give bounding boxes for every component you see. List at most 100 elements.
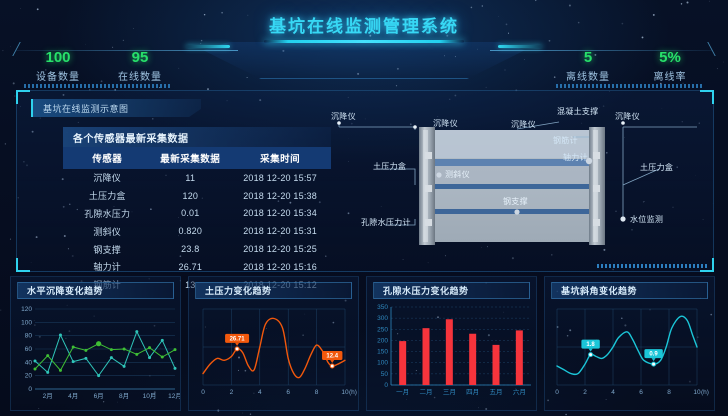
cell-value: 120 (151, 187, 229, 205)
cell-sensor: 测斜仪 (63, 222, 151, 240)
svg-text:三月: 三月 (443, 388, 456, 396)
sensor-dot-inclinometer (436, 172, 441, 177)
svg-text:12.4: 12.4 (326, 354, 338, 360)
table-row[interactable]: 土压力盒 120 2018 12-20 15:38 (63, 187, 331, 205)
cell-time: 2018 12-20 15:16 (229, 258, 331, 276)
label-chenjiangyi-right: 沉降仪 (615, 111, 640, 122)
svg-text:80: 80 (25, 333, 33, 340)
cell-sensor: 孔隙水压力 (63, 205, 151, 223)
sensor-box-left-3 (425, 219, 432, 226)
svg-text:8月: 8月 (119, 392, 129, 400)
panel-corner-top-left (16, 90, 30, 104)
label-kongxishuiyaliji: 孔隙水压力计 (361, 217, 411, 228)
cell-sensor: 钢支撑 (63, 240, 151, 258)
svg-text:2: 2 (230, 389, 234, 396)
header-dot-row-right (556, 84, 704, 88)
svg-text:0: 0 (28, 386, 32, 393)
svg-text:2月: 2月 (43, 392, 53, 400)
table-row[interactable]: 孔隙水压力 0.01 2018 12-20 15:34 (63, 205, 331, 223)
excavation-schematic: 沉降仪 沉降仪 沉降仪 沉降仪 混凝土支撑 钢筋计 轴力计 土压力盒 土压力盒 … (327, 97, 709, 267)
sensor-table-wrap: 各个传感器最新采集数据 传感器 最新采集数据 采集时间 沉降仪 11 2018 12… (63, 127, 331, 293)
cell-time: 2018 12-20 15:34 (229, 205, 331, 223)
svg-text:6月: 6月 (94, 392, 104, 400)
svg-text:六月: 六月 (513, 387, 526, 396)
chart-plot-pore-water-pressure[interactable]: 0 50 100 150 200 250 300 350 一月 二月 三月 四月 五月 六月 (367, 301, 536, 409)
column-header-time: 采集时间 (229, 147, 331, 169)
svg-text:150: 150 (377, 349, 388, 356)
table-row[interactable]: 钢支撑 23.8 2018 12-20 15:25 (63, 240, 331, 258)
cell-time: 2018 12-20 15:31 (229, 222, 331, 240)
chart-plot-horizontal-settlement[interactable]: 0 20 40 60 80 100 120 2月 4月 6月 8月 10月 12月 (11, 301, 180, 409)
chart-title-horizontal-settlement: 水平沉降变化趋势 (17, 282, 174, 299)
label-tuyalihe-left: 土压力盒 (373, 161, 406, 172)
chart-plot-excavation-angle[interactable]: 0 2 4 6 8 10 (h) 1.8 0.9 (545, 301, 714, 409)
label-hunningtu-zhicheng: 混凝土支撑 (557, 106, 599, 117)
column-header-sensor: 传感器 (63, 147, 151, 169)
chart-title-earth-pressure: 土压力变化趋势 (195, 282, 352, 299)
kpi-online-count: 95 在线数量 (104, 49, 176, 83)
svg-text:(h): (h) (349, 389, 357, 396)
kpi-offline-count-label: 离线数量 (552, 68, 624, 83)
kpi-online-count-label: 在线数量 (104, 68, 176, 83)
cell-time: 2018 12-20 15:38 (229, 187, 331, 205)
table-row[interactable]: 轴力计 26.71 2018 12-20 15:16 (63, 258, 331, 276)
kpi-online-count-value: 95 (104, 49, 176, 66)
cell-sensor: 轴力计 (63, 258, 151, 276)
sensor-table: 传感器 最新采集数据 采集时间 沉降仪 11 2018 12-20 15:57 土压力… (63, 147, 331, 293)
chart-card-excavation-angle: 基坑斜角变化趋势 0 2 4 6 8 10 (h) 1.8 0.9 (544, 276, 715, 411)
sensor-box-right-2 (593, 185, 600, 192)
cell-time: 2018 12-20 15:25 (229, 240, 331, 258)
svg-text:350: 350 (377, 304, 388, 311)
kpi-offline-rate-label: 离线率 (634, 68, 706, 83)
header-dot-row-left (24, 84, 172, 88)
svg-text:250: 250 (377, 326, 388, 333)
svg-text:10月: 10月 (143, 392, 157, 400)
kpi-offline-rate-value: 5% (634, 49, 706, 66)
svg-text:6: 6 (639, 389, 643, 396)
wing-tick-left (186, 45, 230, 48)
cell-value: 23.8 (151, 240, 229, 258)
kpi-offline-rate: 5% 离线率 (634, 49, 706, 83)
svg-text:12月: 12月 (168, 392, 180, 400)
sensor-box-left-2 (425, 185, 432, 192)
cell-value: 0.820 (151, 222, 229, 240)
svg-text:6: 6 (286, 389, 290, 396)
svg-text:4月: 4月 (68, 392, 78, 400)
header: 基坑在线监测管理系统 100 设备数量 95 在线数量 5 离线数量 (0, 0, 728, 88)
kpi-device-count: 100 设备数量 (22, 49, 94, 83)
sensor-box-left-1 (425, 152, 432, 159)
svg-text:四月: 四月 (466, 388, 479, 396)
svg-text:200: 200 (377, 337, 388, 344)
svg-text:4: 4 (611, 389, 615, 396)
strut-beam-2 (432, 184, 592, 189)
header-accent-bar (264, 40, 464, 43)
panel-tab-schematic[interactable]: 基坑在线监测示意图 (31, 99, 201, 117)
label-zhouliji: 轴力计 (563, 152, 588, 163)
table-row[interactable]: 测斜仪 0.820 2018 12-20 15:31 (63, 222, 331, 240)
cell-value: 11 (151, 169, 229, 187)
table-row[interactable]: 沉降仪 11 2018 12-20 15:57 (63, 169, 331, 187)
panel-tab-label: 基坑在线监测示意图 (43, 102, 129, 115)
svg-text:0: 0 (555, 389, 559, 396)
svg-text:300: 300 (377, 315, 388, 322)
chart-title-excavation-angle: 基坑斜角变化趋势 (551, 282, 708, 299)
svg-text:0: 0 (384, 382, 388, 389)
svg-text:(h): (h) (701, 389, 709, 396)
sensor-table-body: 沉降仪 11 2018 12-20 15:57 土压力盒 120 2018 12-20 1… (63, 169, 331, 293)
page-title: 基坑在线监测管理系统 (0, 12, 728, 37)
cell-time: 2018 12-20 15:57 (229, 169, 331, 187)
chart-title-pore-water-pressure: 孔隙水压力变化趋势 (373, 282, 530, 299)
svg-text:120: 120 (21, 306, 32, 313)
label-chenjiangyi-mid: 沉降仪 (511, 119, 536, 130)
svg-text:一月: 一月 (396, 388, 409, 396)
wing-tick-right (498, 45, 542, 48)
label-tuyalihe-right: 土压力盒 (640, 162, 673, 173)
svg-text:100: 100 (377, 360, 388, 367)
svg-text:60: 60 (25, 346, 33, 353)
label-shuiweijiance: 水位监测 (630, 214, 663, 225)
sensor-box-right-3 (593, 219, 600, 226)
svg-text:20: 20 (25, 373, 33, 380)
chart-plot-earth-pressure[interactable]: 0 2 4 6 8 10 (h) 26.71 12.4 (189, 301, 358, 409)
dashboard-root: 基坑在线监测管理系统 100 设备数量 95 在线数量 5 离线数量 (0, 0, 728, 416)
sensor-table-caption: 各个传感器最新采集数据 (63, 127, 331, 147)
